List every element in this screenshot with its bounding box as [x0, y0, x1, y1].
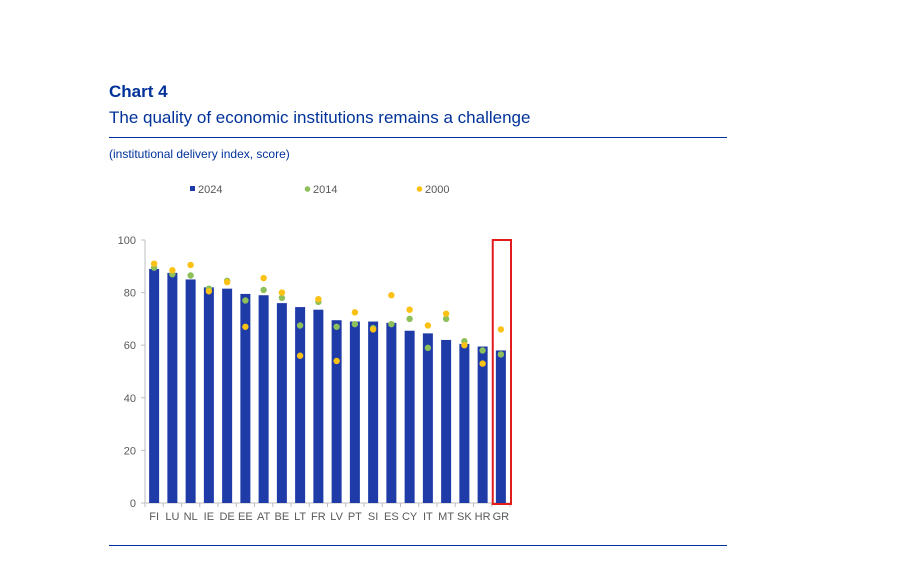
dot-2000-IT: [424, 322, 432, 329]
bar-2024-LU: [167, 272, 178, 503]
y-tick-label: 40: [124, 393, 136, 405]
top-rule: [109, 137, 727, 138]
dot-2014-NL: [187, 272, 194, 279]
dot-2014-LT: [296, 322, 304, 329]
bar-2024-MT: [441, 339, 452, 503]
bar-2024-IE: [203, 287, 214, 503]
x-tick-label-SK: SK: [457, 511, 472, 523]
bar-2024-FI: [149, 268, 160, 503]
legend-marker-2024: [190, 186, 195, 191]
dot-2000-FI: [150, 260, 158, 267]
x-tick-label-FR: FR: [311, 511, 326, 523]
legend-label-2000: 2000: [425, 184, 449, 196]
x-tick-label-LU: LU: [165, 511, 179, 523]
dot-2014-IT: [424, 344, 432, 352]
bar-2024-AT: [258, 295, 269, 503]
dot-2000-PT: [351, 309, 359, 316]
x-tick-label-IE: IE: [204, 511, 214, 523]
chart-header: Chart 4 The quality of economic institut…: [109, 82, 727, 128]
x-tick-label-BE: BE: [275, 511, 290, 523]
dot-2000-LU: [169, 267, 176, 274]
bar-2024-DE: [222, 288, 233, 503]
x-tick-label-SI: SI: [368, 511, 378, 523]
highlight-box-GR: [491, 239, 512, 505]
dot-2014-CY: [406, 315, 413, 323]
dot-2000-FR: [315, 295, 322, 303]
dot-2000-SK: [461, 342, 468, 349]
bar-2024-LV: [331, 320, 342, 503]
bar-2024-IT: [422, 333, 433, 503]
dot-2000-AT: [260, 274, 267, 282]
bar-2024-HR: [477, 346, 488, 503]
bar-2024-BE: [276, 303, 287, 503]
x-tick-label-EE: EE: [238, 511, 253, 523]
dot-2000-CY: [406, 306, 413, 313]
legend-marker-2000: [416, 186, 423, 192]
y-tick-label: 0: [130, 498, 136, 510]
bar-2024-GR: [495, 350, 506, 503]
dot-2014-AT: [260, 286, 267, 294]
x-tick-label-DE: DE: [219, 511, 234, 523]
chart-title: The quality of economic institutions rem…: [109, 108, 531, 127]
dot-2000-IE: [205, 288, 213, 295]
legend-label-2024: 2024: [198, 184, 222, 196]
dot-2014-GR: [497, 351, 505, 358]
dot-2000-MT: [442, 310, 450, 317]
chart-subtitle: (institutional delivery index, score): [109, 147, 290, 161]
y-tick-label: 20: [124, 445, 136, 457]
dot-2000-NL: [187, 261, 194, 269]
x-tick-label-FI: FI: [149, 511, 159, 523]
bar-2024-SI: [368, 321, 379, 503]
dot-2014-BE: [278, 294, 286, 302]
dot-2014-LV: [333, 323, 340, 330]
bar-2024-FR: [313, 309, 324, 503]
x-tick-label-LT: LT: [294, 511, 306, 523]
x-tick-label-IT: IT: [423, 511, 433, 523]
x-tick-label-ES: ES: [384, 511, 399, 523]
dot-2000-HR: [479, 360, 486, 367]
dot-2000-SI: [369, 326, 377, 333]
bar-2024-SK: [459, 343, 470, 503]
bar-2024-CY: [404, 330, 415, 503]
bar-2024-EE: [240, 293, 251, 503]
dot-2000-DE: [223, 278, 231, 286]
x-tick-label-HR: HR: [475, 511, 491, 523]
y-tick-label: 100: [118, 235, 136, 247]
dot-2014-MT: [442, 315, 450, 323]
dot-2000-LT: [296, 352, 304, 359]
x-tick-label-AT: AT: [257, 511, 271, 523]
x-tick-label-PT: PT: [348, 511, 362, 523]
dot-2014-EE: [242, 297, 249, 304]
dot-2014-HR: [479, 347, 486, 354]
x-tick-label-GR: GR: [493, 511, 510, 523]
x-tick-label-MT: MT: [438, 511, 454, 523]
bar-2024-ES: [386, 322, 397, 503]
dot-2014-PT: [351, 320, 359, 328]
dot-2000-EE: [242, 323, 249, 330]
bar-2024-LT: [295, 307, 306, 503]
y-tick-label: 60: [124, 340, 136, 352]
y-tick-label: 80: [124, 288, 136, 300]
dot-2000-GR: [497, 326, 505, 333]
dot-2000-ES: [388, 292, 395, 299]
bar-2024-NL: [185, 279, 196, 503]
legend-marker-2014: [304, 186, 311, 192]
dot-2000-LV: [333, 357, 340, 365]
x-tick-label-LV: LV: [330, 511, 343, 523]
bar-2024-PT: [349, 321, 360, 503]
dot-2000-BE: [278, 289, 286, 296]
bottom-rule: [109, 545, 727, 546]
x-tick-label-CY: CY: [402, 511, 418, 523]
chart-label: Chart 4: [109, 82, 168, 101]
x-tick-label-NL: NL: [184, 511, 198, 523]
legend-label-2014: 2014: [313, 184, 337, 196]
dot-2014-ES: [388, 320, 395, 328]
